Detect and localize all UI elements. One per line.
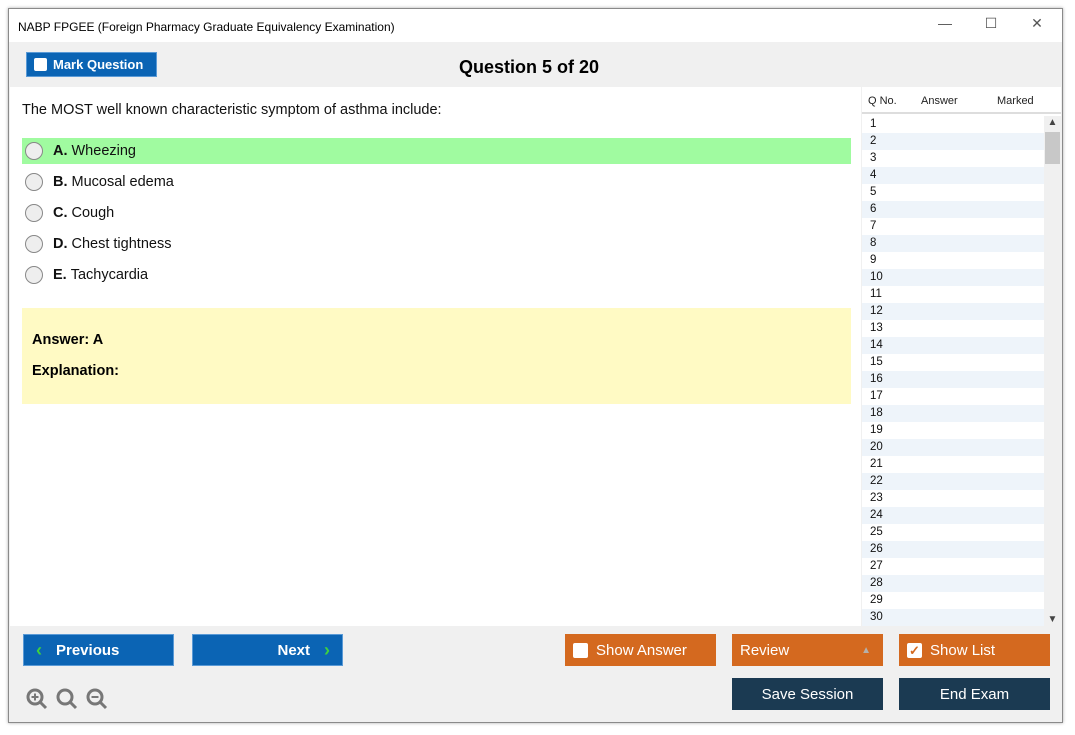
list-row[interactable]: 13 (870, 322, 883, 334)
option-letter: B. (53, 174, 68, 190)
list-row[interactable]: 24 (862, 507, 1044, 524)
scrollbar-thumb[interactable] (1045, 132, 1060, 164)
question-text: The MOST well known characteristic sympt… (22, 102, 442, 118)
review-dropdown[interactable]: Review ▲ (732, 634, 883, 666)
option-letter: A. (53, 143, 68, 159)
list-row[interactable]: 14 (862, 337, 1044, 354)
maximize-button[interactable]: ☐ (984, 15, 998, 31)
radio-button[interactable] (25, 266, 43, 284)
checkbox-checked-icon: ✓ (907, 642, 922, 658)
option-letter: E. (53, 267, 67, 283)
radio-button[interactable] (25, 173, 43, 191)
list-row[interactable]: 7 (870, 220, 877, 232)
option-text: Mucosal edema (71, 174, 174, 190)
zoom-out-icon[interactable] (86, 688, 108, 710)
chevron-left-icon: ‹ (36, 639, 42, 660)
show-answer-label: Show Answer (596, 641, 687, 659)
list-row[interactable]: 21 (870, 458, 883, 470)
scroll-up-icon[interactable]: ▲ (1047, 117, 1058, 128)
list-row[interactable]: 1 (870, 118, 877, 130)
list-row[interactable]: 19 (870, 424, 883, 436)
list-row[interactable]: 3 (870, 152, 877, 164)
header-qno: Q No. (868, 95, 897, 107)
option-e[interactable]: E. Tachycardia (22, 262, 851, 288)
list-row[interactable]: 15 (870, 356, 883, 368)
radio-button[interactable] (25, 235, 43, 253)
option-a[interactable]: A. Wheezing (22, 138, 851, 164)
checkbox-icon (34, 58, 47, 71)
mark-question-label: Mark Question (53, 57, 144, 72)
toolbar: Mark Question Question 5 of 20 (9, 42, 1062, 87)
question-counter: Question 5 of 20 (458, 57, 600, 77)
answer-box: Answer: A Explanation: (22, 308, 851, 404)
list-row[interactable]: 12 (862, 303, 1044, 320)
show-answer-button[interactable]: Show Answer (565, 634, 716, 666)
zoom-in-icon[interactable] (26, 688, 48, 710)
minimize-button[interactable]: — (938, 15, 952, 31)
option-letter: D. (53, 236, 68, 252)
option-letter: C. (53, 205, 68, 221)
option-b[interactable]: B. Mucosal edema (22, 169, 851, 195)
caret-up-icon: ▲ (861, 644, 871, 656)
header-marked: Marked (997, 95, 1034, 107)
list-row[interactable]: 26 (862, 541, 1044, 558)
radio-button[interactable] (25, 204, 43, 222)
save-session-button[interactable]: Save Session (732, 678, 883, 710)
list-row[interactable]: 18 (862, 405, 1044, 422)
list-row[interactable]: 8 (862, 235, 1044, 252)
radio-button[interactable] (25, 142, 43, 160)
list-row[interactable]: 11 (870, 288, 882, 300)
chevron-right-icon: › (324, 639, 330, 660)
list-scrollbar[interactable]: ▲ ▼ (1044, 116, 1061, 626)
option-text: Chest tightness (71, 236, 172, 252)
window-title: NABP FPGEE (Foreign Pharmacy Graduate Eq… (18, 20, 395, 34)
option-c[interactable]: C. Cough (22, 200, 851, 226)
checkbox-icon (573, 642, 588, 658)
show-list-label: Show List (930, 641, 996, 659)
list-row[interactable]: 27 (870, 560, 883, 572)
show-list-button[interactable]: ✓ Show List (899, 634, 1050, 666)
list-row[interactable]: 9 (870, 254, 877, 266)
list-header: Q No. Answer Marked (862, 87, 1061, 114)
list-row[interactable]: 2 (862, 133, 1044, 150)
scroll-down-icon[interactable]: ▼ (1047, 614, 1058, 625)
answer-label: Answer: A (32, 332, 104, 348)
previous-button[interactable]: ‹ Previous (23, 634, 174, 666)
zoom-controls (26, 688, 108, 710)
option-text: Wheezing (71, 143, 136, 159)
list-row[interactable]: 4 (862, 167, 1044, 184)
list-row[interactable]: 28 (862, 575, 1044, 592)
title-bar: NABP FPGEE (Foreign Pharmacy Graduate Eq… (9, 9, 1062, 42)
previous-label: Previous (56, 641, 120, 659)
list-row[interactable]: 10 (862, 269, 1044, 286)
list-row[interactable]: 22 (862, 473, 1044, 490)
list-row[interactable]: 30 (862, 609, 1044, 626)
question-list: Q No. Answer Marked 1 2 3 4 5 6 7 8 9 10 11 12 13 14 1… (862, 87, 1061, 626)
zoom-reset-icon[interactable] (56, 688, 78, 710)
question-panel: The MOST well known characteristic sympt… (10, 87, 861, 626)
list-row[interactable]: 23 (870, 492, 883, 504)
explanation-label: Explanation: (32, 363, 120, 379)
option-text: Tachycardia (70, 267, 149, 283)
mark-question-button[interactable]: Mark Question (26, 52, 157, 77)
list-row[interactable]: 6 (862, 201, 1044, 218)
list-row[interactable]: 25 (870, 526, 883, 538)
close-button[interactable]: ✕ (1031, 15, 1043, 31)
list-row[interactable]: 17 (870, 390, 883, 402)
option-d[interactable]: D. Chest tightness (22, 231, 851, 257)
next-label: Next (277, 641, 310, 659)
end-exam-button[interactable]: End Exam (899, 678, 1050, 710)
list-row[interactable]: 20 (862, 439, 1044, 456)
option-text: Cough (71, 205, 115, 221)
header-answer: Answer (921, 95, 958, 107)
next-button[interactable]: Next › (192, 634, 343, 666)
review-label: Review (740, 641, 790, 659)
list-row[interactable]: 16 (862, 371, 1044, 388)
app-window: NABP FPGEE (Foreign Pharmacy Graduate Eq… (8, 8, 1063, 723)
list-row[interactable]: 5 (870, 186, 877, 198)
list-row[interactable]: 29 (870, 594, 883, 606)
